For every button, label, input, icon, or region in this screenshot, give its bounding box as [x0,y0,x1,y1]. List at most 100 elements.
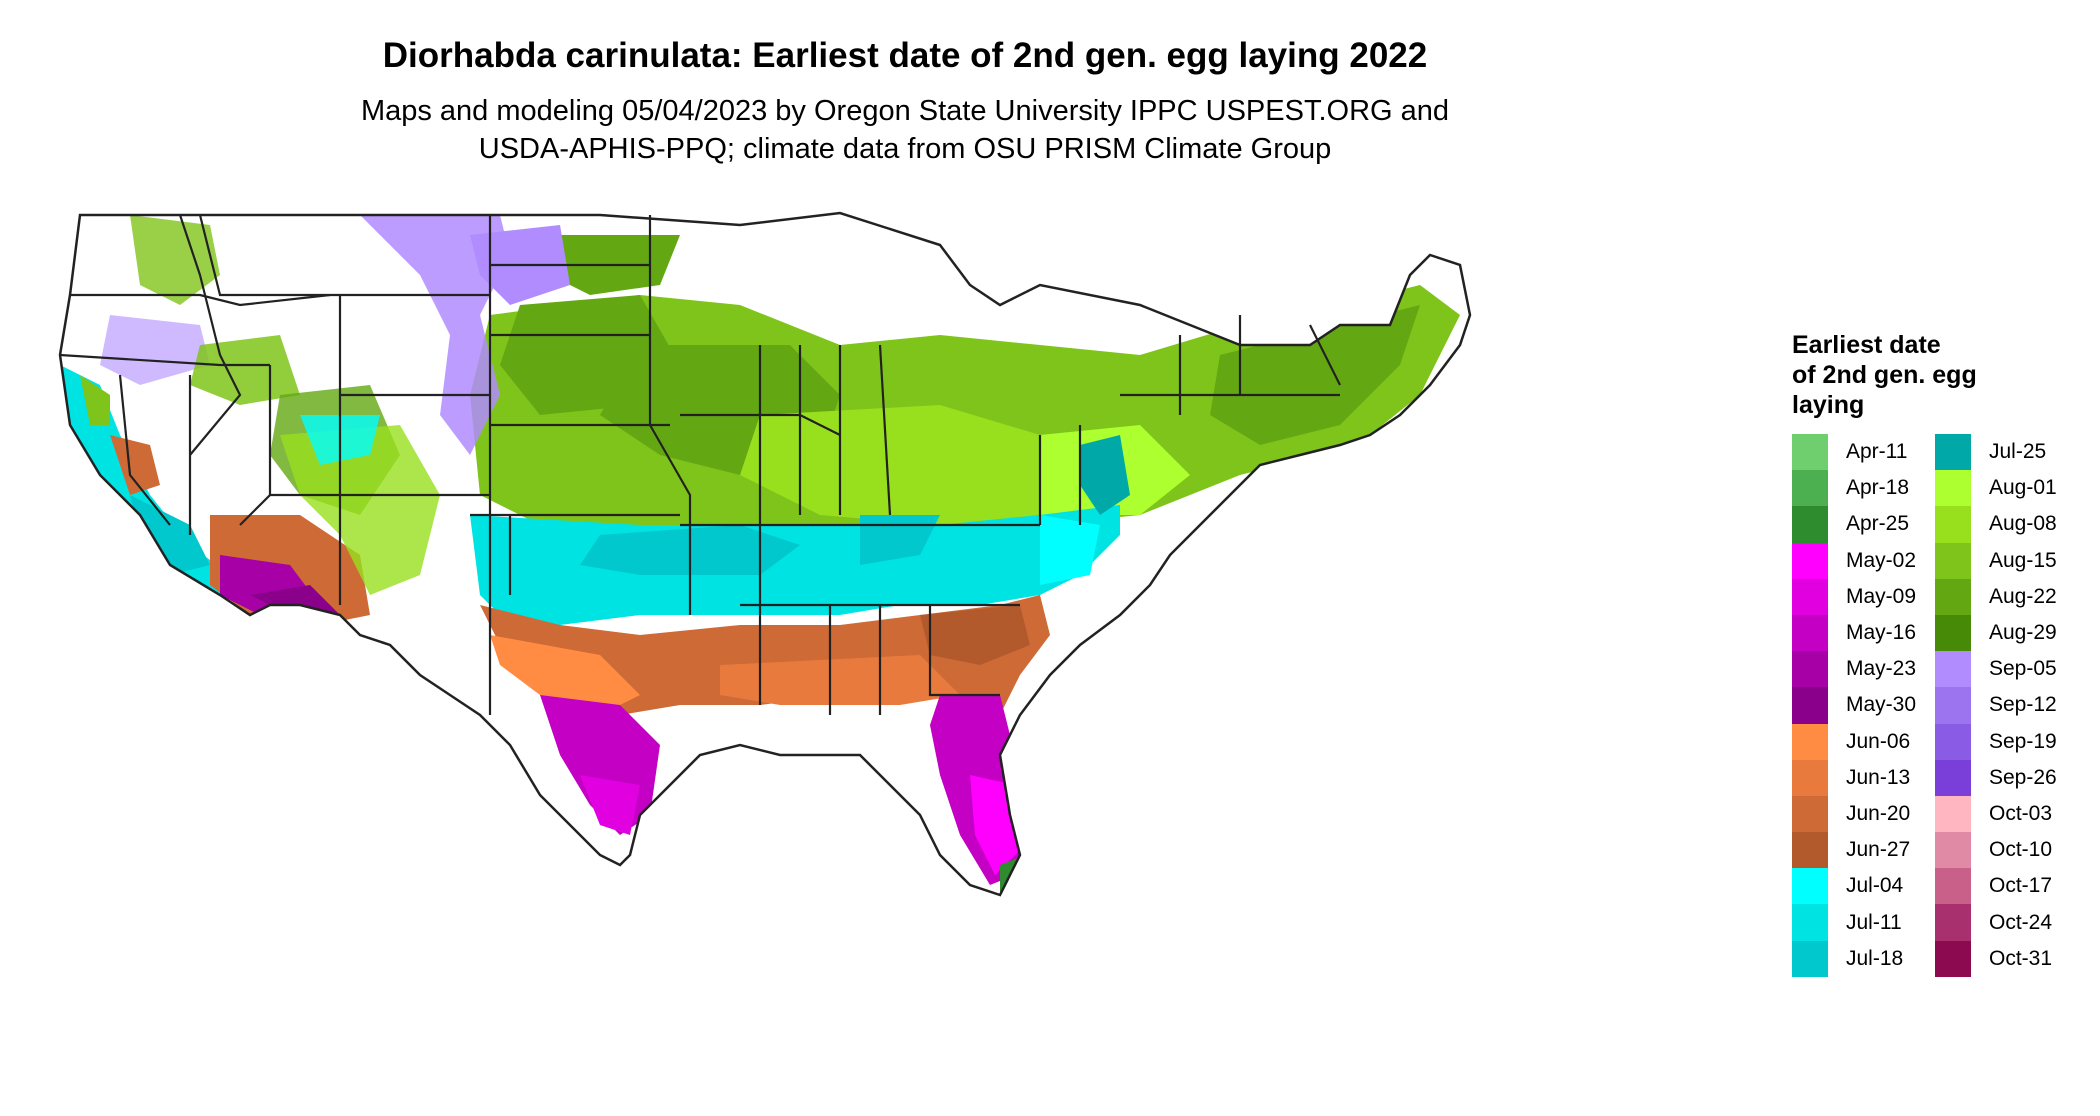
legend-swatch [1792,687,1828,724]
legend-item: Oct-17 [1935,868,2085,905]
map-raster [60,213,1470,895]
legend-swatch [1935,687,1971,724]
legend-label: Aug-15 [1989,548,2057,572]
legend-label: Aug-22 [1989,584,2057,608]
legend-label: Aug-01 [1989,476,2057,500]
subtitle-line-1: Maps and modeling 05/04/2023 by Oregon S… [360,95,1450,127]
legend-label: Jul-11 [1846,910,1902,934]
legend-label: Sep-19 [1989,729,2057,753]
legend-label: May-02 [1846,548,1917,572]
legend-label: Sep-12 [1989,693,2057,717]
legend-swatch [1935,614,1971,652]
legend-label: May-30 [1846,693,1917,717]
map-title: Diorhabda carinulata: Earliest date of 2… [382,36,1428,75]
legend-swatch [1935,795,1971,833]
legend-label: Jul-18 [1846,946,1904,970]
legend-title-line-2: of 2nd gen. egg [1792,361,1977,389]
legend-title-line-1: Earliest date [1792,331,1941,359]
legend-label: Aug-29 [1989,621,2057,645]
legend-swatch [1792,940,1828,977]
legend-label: Oct-03 [1989,801,2053,825]
legend-item: Oct-31 [1935,940,2085,977]
legend-item: May-02 [1792,542,1942,579]
legend-label: Oct-10 [1989,838,2053,862]
legend-label: Sep-05 [1989,657,2057,681]
us-map-svg [58,211,1472,897]
legend-item: May-23 [1792,651,1942,688]
legend-swatch [1935,506,1971,543]
legend-item: Aug-15 [1935,542,2085,579]
legend-label: Jun-06 [1846,729,1911,753]
subtitle-line-2: USDA-APHIS-PPQ; climate data from OSU PR… [478,133,1332,165]
legend-label: Jul-25 [1989,440,2047,464]
state-borders [59,214,1341,715]
legend-item: Apr-25 [1792,506,1942,543]
legend-item: Jun-20 [1792,795,1942,833]
legend-item: Jul-04 [1792,868,1942,905]
legend-item: Sep-26 [1935,759,2085,796]
legend-label: Apr-25 [1846,512,1910,536]
legend-label: Jun-13 [1846,765,1911,789]
legend: Earliest date of 2nd gen. egg laying Apr… [1792,330,2092,994]
legend-item: Jul-25 [1935,434,2085,471]
legend-item: Oct-10 [1935,832,2085,869]
legend-item: Jul-18 [1792,940,1942,977]
legend-item: Oct-03 [1935,795,2085,833]
legend-swatch [1792,795,1828,833]
legend-swatch [1792,759,1828,796]
legend-item: Aug-29 [1935,614,2085,652]
legend-column-2: Jul-25 Aug-01 Aug-08 Aug-15 Aug-22 Aug-29 Sep-… [1935,434,2085,977]
legend-swatch [1792,868,1828,905]
legend-item: Oct-24 [1935,904,2085,941]
legend-item: Sep-19 [1935,723,2085,760]
legend-column-1: Apr-11 Apr-18 Apr-25 May-02 May-09 May-16 May-… [1792,434,1942,977]
legend-swatch [1935,651,1971,688]
map-subtitle: Maps and modeling 05/04/2023 by Oregon S… [0,92,1810,168]
legend-item: Sep-12 [1935,687,2085,724]
legend-swatch [1935,542,1971,579]
legend-swatch [1792,578,1828,615]
legend-item: Aug-22 [1935,578,2085,615]
legend-item: Aug-01 [1935,470,2085,507]
legend-label: Oct-24 [1989,910,2053,934]
legend-label: Jun-27 [1846,838,1911,862]
legend-swatch [1792,723,1828,760]
legend-swatch [1935,868,1971,905]
legend-label: Oct-31 [1989,946,2053,970]
legend-swatch [1935,940,1971,977]
legend-columns: Apr-11 Apr-18 Apr-25 May-02 May-09 May-16 May-… [1792,434,2092,994]
legend-label: Oct-17 [1989,874,2053,898]
legend-swatch [1935,723,1971,760]
us-map [40,195,1680,1105]
legend-swatch [1792,506,1828,543]
legend-swatch [1792,904,1828,941]
legend-swatch [1935,759,1971,796]
legend-item: May-30 [1792,687,1942,724]
legend-item: Sep-05 [1935,651,2085,688]
legend-item: Jun-13 [1792,759,1942,796]
legend-swatch [1792,470,1828,507]
legend-item: May-09 [1792,578,1942,615]
legend-swatch [1935,434,1971,471]
legend-item: Apr-18 [1792,470,1942,507]
legend-label: Apr-11 [1846,440,1908,464]
legend-item: Jun-06 [1792,723,1942,760]
legend-label: Jul-04 [1846,874,1904,898]
legend-title-line-3: laying [1792,391,1865,419]
legend-title: Earliest date of 2nd gen. egg laying [1792,330,2032,420]
legend-label: Sep-26 [1989,765,2057,789]
legend-label: Aug-08 [1989,512,2057,536]
legend-swatch [1792,651,1828,688]
legend-item: Jun-27 [1792,832,1942,869]
legend-label: Apr-18 [1846,476,1910,500]
legend-swatch [1935,904,1971,941]
legend-item: May-16 [1792,614,1942,652]
legend-swatch [1792,542,1828,579]
legend-label: May-16 [1846,621,1917,645]
legend-item: Jul-11 [1792,904,1942,941]
legend-label: May-23 [1846,657,1917,681]
legend-swatch [1792,434,1828,471]
legend-item: Apr-11 [1792,434,1942,471]
legend-swatch [1935,832,1971,869]
legend-swatch [1792,832,1828,869]
